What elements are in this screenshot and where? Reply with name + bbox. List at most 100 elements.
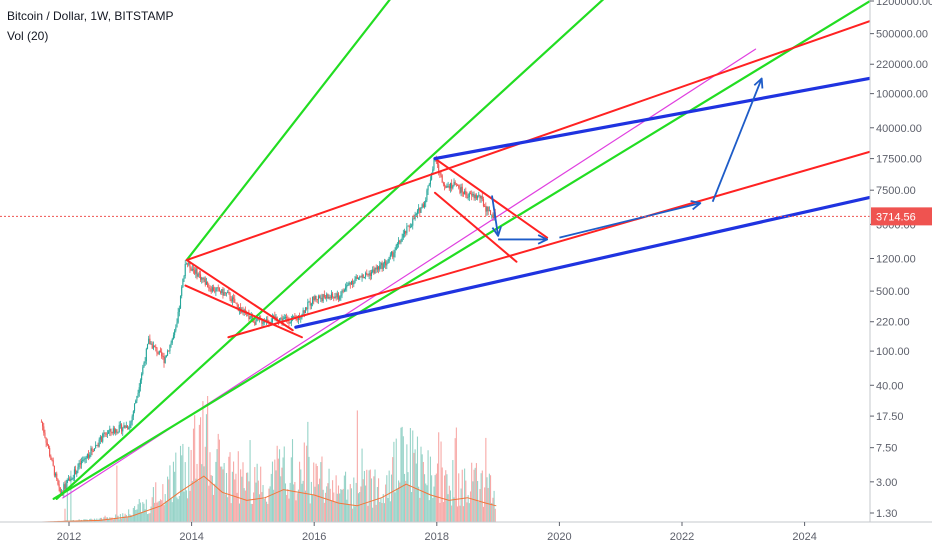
volume-bar: [452, 460, 453, 522]
last-price-label: 3714.56: [876, 211, 916, 223]
candle-body: [346, 285, 347, 287]
volume-bar: [260, 467, 261, 522]
candle-body: [482, 196, 483, 199]
candle-body: [42, 422, 43, 426]
candle-body: [387, 261, 388, 263]
candle-body: [148, 339, 149, 345]
volume-bar: [135, 510, 136, 522]
volume-bar: [303, 481, 304, 522]
volume-bar: [453, 497, 454, 522]
candle-body: [489, 210, 490, 211]
volume-bar: [193, 429, 194, 522]
volume-bar: [458, 473, 459, 522]
volume-bar: [321, 457, 322, 522]
volume-bar: [162, 484, 163, 522]
candle-body: [280, 318, 281, 319]
candle-body: [149, 339, 150, 345]
candle-body: [347, 285, 348, 286]
candle-body: [444, 184, 445, 186]
candle-body: [456, 185, 457, 186]
volume-bar: [483, 507, 484, 522]
candle-body: [86, 458, 87, 459]
candle-body: [207, 282, 208, 288]
chart-title: Bitcoin / Dollar, 1W, BITSTAMP: [7, 9, 174, 23]
candle-body: [458, 185, 459, 187]
candle-body: [175, 327, 176, 330]
volume-bar: [470, 491, 471, 522]
volume-bar: [406, 444, 407, 522]
candle-body: [404, 231, 405, 234]
candle-body: [305, 308, 306, 313]
candle-body: [476, 195, 477, 198]
candle-body: [384, 262, 385, 264]
volume-bar: [379, 502, 380, 522]
candle-body: [43, 426, 44, 432]
candle-body: [67, 480, 68, 483]
volume-bar: [196, 464, 197, 522]
volume-bar: [425, 484, 426, 522]
candle-body: [162, 356, 163, 357]
candle-body: [491, 215, 492, 216]
candle-body: [182, 279, 183, 287]
volume-bar: [244, 488, 245, 522]
red-trendline: [187, 260, 293, 330]
volume-bar: [188, 447, 189, 522]
candle-body: [484, 206, 485, 207]
candle-body: [442, 175, 443, 182]
candle-body: [409, 226, 410, 227]
candle-body: [214, 291, 215, 292]
candle-body: [76, 471, 77, 474]
price-tick-label: 1200000.00: [876, 0, 932, 8]
volume-bar: [213, 495, 214, 522]
volume-bar: [231, 503, 232, 522]
candle-body: [326, 294, 327, 298]
volume-bar: [195, 479, 196, 522]
candle-body: [365, 273, 366, 277]
volume-bar: [295, 500, 296, 522]
green-trendline: [57, 0, 633, 499]
candle-body: [180, 296, 181, 309]
volume-bar: [205, 447, 206, 522]
volume-bar: [478, 502, 479, 522]
volume-bar: [334, 501, 335, 522]
candle-body: [206, 282, 207, 285]
volume-bar: [128, 509, 129, 522]
candle-body: [485, 206, 486, 211]
candle-body: [90, 448, 91, 455]
price-tick-label: 1.30: [876, 508, 897, 520]
candle-body: [155, 347, 156, 348]
candle-body: [77, 467, 78, 470]
volume-bar: [482, 471, 483, 522]
price-tick-label: 220000.00: [876, 59, 928, 71]
candle-body: [48, 445, 49, 448]
candle-body: [297, 319, 298, 320]
volume-bar: [349, 505, 350, 522]
candle-body: [379, 265, 380, 269]
volume-bar: [199, 425, 200, 522]
volume-bar: [234, 479, 235, 522]
candle-body: [461, 187, 462, 193]
volume-bar: [291, 457, 292, 522]
candle-body: [169, 345, 170, 351]
candle-body: [201, 278, 202, 280]
volume-bar: [404, 474, 405, 522]
candle-body: [313, 297, 314, 300]
red-trendline: [185, 286, 301, 338]
volume-bar: [226, 473, 227, 522]
volume-bar: [271, 474, 272, 522]
candle-body: [163, 356, 164, 363]
volume-bar: [185, 462, 186, 522]
candle-body: [366, 273, 367, 275]
candle-body: [382, 263, 383, 269]
volume-bar: [112, 518, 113, 522]
volume-bar: [184, 492, 185, 522]
candle-body: [362, 275, 363, 278]
volume-bar: [272, 462, 273, 522]
volume-bar: [387, 498, 388, 522]
candle-body: [463, 192, 464, 194]
volume-bar: [148, 514, 149, 522]
candle-body: [237, 303, 238, 305]
candle-body: [312, 297, 313, 304]
volume-bar: [376, 505, 377, 522]
